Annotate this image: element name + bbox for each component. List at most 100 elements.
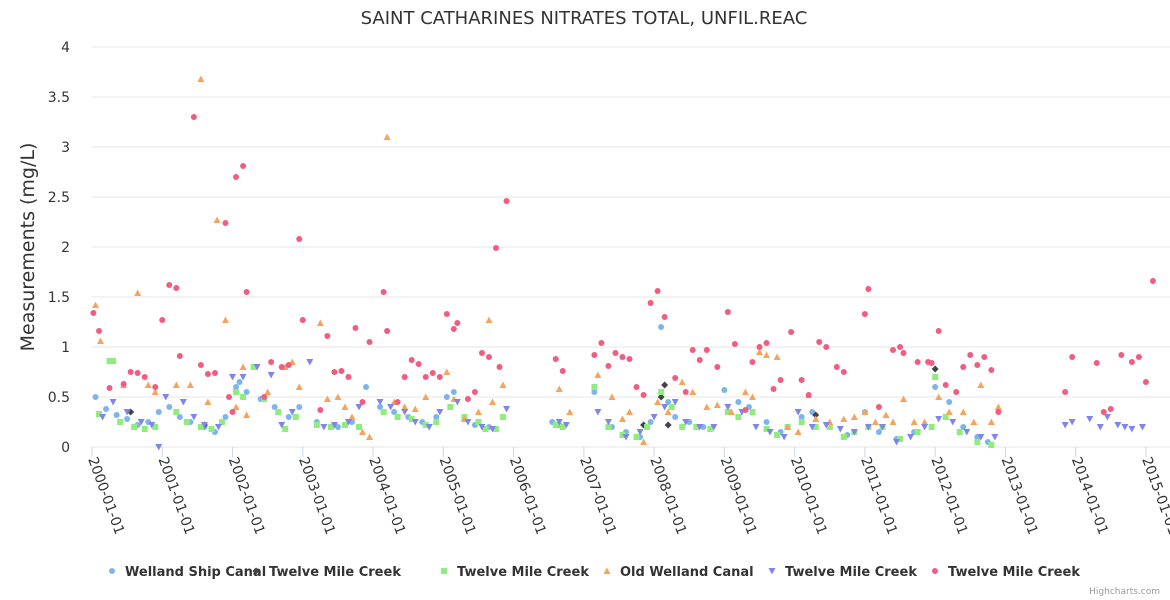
data-point[interactable] [974,362,981,368]
data-point[interactable] [562,422,570,429]
data-point[interactable] [794,428,802,436]
data-point[interactable] [345,374,352,380]
data-point[interactable] [288,409,296,416]
data-point[interactable] [833,364,840,370]
data-point[interactable] [591,389,598,395]
data-point[interactable] [408,416,415,422]
data-point[interactable] [594,371,602,379]
data-point[interactable] [766,429,774,436]
data-point[interactable] [679,424,686,430]
data-point[interactable] [953,389,960,395]
data-point[interactable] [798,414,805,420]
data-point[interactable] [1107,406,1114,412]
data-point[interactable] [963,429,971,436]
data-point[interactable] [605,424,612,430]
data-point[interactable] [464,396,471,402]
data-point[interactable] [422,422,429,428]
data-point[interactable] [672,414,679,420]
data-point[interactable] [331,369,338,375]
data-point[interactable] [200,422,208,429]
data-point[interactable] [401,409,409,416]
data-point[interactable] [261,394,268,400]
data-point[interactable] [914,429,921,435]
data-point[interactable] [110,358,117,364]
data-point[interactable] [1138,424,1146,431]
legend-item-2[interactable]: Twelve Mile Creek [252,565,402,580]
data-point[interactable] [454,320,461,326]
data-point[interactable] [323,395,331,403]
data-point[interactable] [450,389,457,395]
data-point[interactable] [295,383,303,391]
data-point[interactable] [99,414,107,421]
data-point[interactable] [875,429,882,435]
data-point[interactable] [893,439,901,446]
data-point[interactable] [275,409,282,415]
data-point[interactable] [267,372,275,379]
data-point[interactable] [243,389,250,395]
data-point[interactable] [823,344,830,350]
data-point[interactable] [987,418,995,426]
data-point[interactable] [106,358,113,364]
data-point[interactable] [92,301,100,309]
data-point[interactable] [117,419,124,425]
data-point[interactable] [334,393,342,401]
data-point[interactable] [401,403,409,411]
data-point[interactable] [1068,419,1076,426]
data-point[interactable] [422,374,429,380]
data-point[interactable] [443,311,450,317]
data-point[interactable] [658,389,665,395]
data-point[interactable] [233,389,240,395]
data-point[interactable] [134,370,141,376]
data-point[interactable] [967,352,974,358]
data-point[interactable] [864,424,872,431]
data-point[interactable] [946,399,953,405]
data-point[interactable] [672,375,679,381]
data-point[interactable] [96,328,103,334]
data-point[interactable] [932,384,939,390]
data-point[interactable] [774,432,781,438]
data-point[interactable] [1149,278,1156,284]
data-point[interactable] [812,415,820,423]
data-point[interactable] [214,424,222,431]
data-point[interactable] [618,415,626,423]
data-point[interactable] [123,409,131,416]
data-point[interactable] [626,408,634,416]
data-point[interactable] [619,354,626,360]
data-point[interactable] [134,289,142,297]
data-point[interactable] [942,382,949,388]
data-point[interactable] [317,407,324,413]
data-point[interactable] [152,424,159,430]
data-point[interactable] [763,340,770,346]
data-point[interactable] [682,419,690,426]
data-point[interactable] [239,374,247,381]
data-point[interactable] [636,429,644,436]
data-point[interactable] [450,326,457,332]
data-point[interactable] [197,75,205,83]
data-point[interactable] [594,409,602,416]
data-point[interactable] [341,422,348,428]
data-point[interactable] [380,289,387,295]
data-point[interactable] [433,414,440,420]
data-point[interactable] [949,419,957,426]
data-point[interactable] [794,409,802,416]
data-point[interactable] [633,434,640,440]
data-point[interactable] [598,340,605,346]
data-point[interactable] [798,377,805,383]
data-point[interactable] [861,408,869,416]
data-point[interactable] [485,316,493,324]
data-point[interactable] [932,374,939,380]
data-point[interactable] [176,353,183,359]
data-point[interactable] [222,414,229,420]
data-point[interactable] [190,114,197,120]
data-point[interactable] [204,371,211,377]
data-point[interactable] [208,426,215,432]
data-point[interactable] [334,424,341,430]
data-point[interactable] [682,389,689,395]
data-point[interactable] [840,369,847,375]
data-point[interactable] [1093,360,1100,366]
data-point[interactable] [485,354,492,360]
data-point[interactable] [443,368,451,376]
data-point[interactable] [970,418,978,426]
data-point[interactable] [826,424,833,430]
data-point[interactable] [162,394,170,401]
